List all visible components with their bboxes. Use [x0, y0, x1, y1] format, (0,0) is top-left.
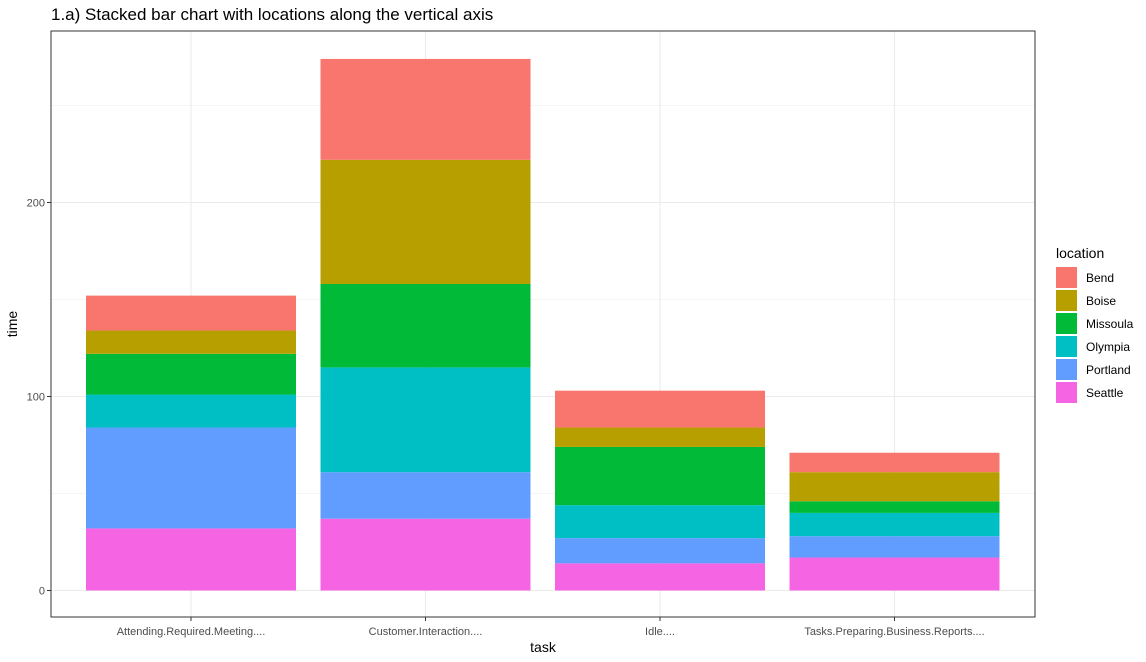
bar-segment-seattle	[555, 563, 765, 591]
chart-title: 1.a) Stacked bar chart with locations al…	[51, 5, 493, 24]
x-tick-label: Attending.Required.Meeting....	[117, 626, 266, 638]
bar-segment-portland	[555, 538, 765, 564]
legend-key-boise	[1056, 290, 1077, 311]
bar-segment-boise	[320, 159, 531, 284]
legend-label-olympia: Olympia	[1086, 340, 1130, 354]
y-tick-label: 0	[39, 586, 45, 598]
legend-key-seattle	[1056, 382, 1077, 403]
legend-label-seattle: Seattle	[1086, 386, 1124, 400]
bar-segment-bend	[320, 58, 531, 160]
bar-segment-olympia	[320, 367, 531, 473]
bar-segment-olympia	[86, 394, 296, 428]
y-axis: 0 100 200	[27, 198, 51, 598]
bar-segment-seattle	[86, 528, 296, 591]
bar-segment-bend	[789, 452, 1000, 473]
legend-key-missoula	[1056, 313, 1077, 334]
bar-segment-seattle	[789, 557, 1000, 591]
legend-key-olympia	[1056, 336, 1077, 357]
legend-key-portland	[1056, 359, 1077, 380]
bars	[86, 58, 1000, 591]
bar-segment-olympia	[789, 512, 1000, 537]
bar-segment-missoula	[555, 446, 765, 506]
legend-label-boise: Boise	[1086, 294, 1116, 308]
bar-segment-missoula	[789, 501, 1000, 513]
bar-segment-boise	[555, 427, 765, 447]
x-tick-label: Idle....	[645, 626, 675, 638]
x-axis: Attending.Required.Meeting.... Customer.I…	[117, 617, 985, 638]
bar-segment-bend	[86, 295, 296, 331]
bar-segment-boise	[789, 472, 1000, 502]
legend-label-missoula: Missoula	[1086, 317, 1134, 331]
bar-segment-portland	[320, 472, 531, 519]
bar-segment-olympia	[555, 505, 765, 539]
y-tick-label: 100	[27, 392, 45, 404]
y-tick-label: 200	[27, 198, 45, 210]
legend-title: location	[1056, 245, 1104, 261]
legend-label-bend: Bend	[1086, 271, 1114, 285]
legend-key-bend	[1056, 267, 1077, 288]
legend-label-portland: Portland	[1086, 363, 1131, 377]
bar-segment-missoula	[86, 353, 296, 395]
bar-segment-boise	[86, 330, 296, 354]
x-tick-label: Tasks.Preparing.Business.Reports....	[804, 626, 984, 638]
x-axis-title: task	[530, 639, 557, 655]
bar-segment-seattle	[320, 518, 531, 591]
bar-segment-portland	[86, 427, 296, 529]
x-tick-label: Customer.Interaction....	[369, 626, 483, 638]
legend: location Bend Boise Missoula Olympia Portlan…	[1056, 245, 1134, 403]
plot-panel-border	[50, 30, 1036, 618]
bar-segment-portland	[789, 536, 1000, 558]
bar-segment-missoula	[320, 283, 531, 368]
bar-segment-bend	[555, 390, 765, 428]
y-axis-title: time	[4, 311, 20, 338]
